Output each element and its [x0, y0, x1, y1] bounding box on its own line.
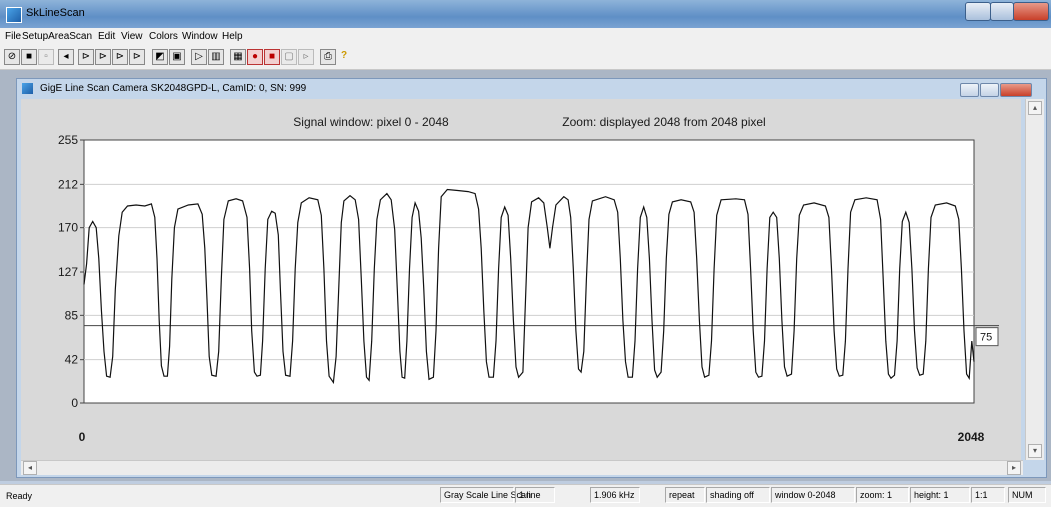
print-icon[interactable]: ⎙ — [320, 49, 336, 65]
child-window-title: GigE Line Scan Camera SK2048GPD-L, CamID… — [40, 83, 307, 94]
help-icon[interactable]: ? — [340, 50, 348, 61]
arrow-right-4-icon[interactable]: ⊳ — [129, 49, 145, 65]
app-icon — [6, 7, 22, 23]
roi-icon[interactable]: ▥ — [208, 49, 224, 65]
grid-lines — [84, 183, 974, 361]
child-restore-button[interactable] — [980, 83, 999, 97]
y-tick-label: 42 — [65, 353, 79, 367]
scroll-right-icon[interactable]: ▸ — [1007, 461, 1021, 475]
camera-window-icon — [22, 83, 33, 94]
x-axis-min-label: 0 — [79, 430, 86, 444]
y-tick-label: 170 — [58, 221, 78, 235]
status-bar: Ready Gray Scale Line Scan 1 line 1.906 … — [0, 484, 1051, 507]
status-line-rate: 1.906 kHz — [590, 487, 640, 503]
next-icon[interactable]: ▹ — [298, 49, 314, 65]
status-window: window 0-2048 — [771, 487, 855, 503]
x-axis-max-label: 2048 — [958, 430, 985, 444]
signal-window-title: Signal window: pixel 0 - 2048 — [293, 115, 449, 129]
arrow-right-3-icon[interactable]: ⊳ — [112, 49, 128, 65]
status-repeat: repeat — [665, 487, 705, 503]
y-axis-ticks: 0 42 85 127 170 212 255 — [58, 133, 84, 410]
plot-frame — [83, 139, 975, 404]
record-icon[interactable]: ● — [247, 49, 263, 65]
y-tick-label: 127 — [58, 265, 78, 279]
title-bar[interactable]: SkLineScan — [0, 0, 1051, 28]
status-mode: Gray Scale Line Scan — [440, 487, 531, 503]
menu-bar: File SetupAreaScan Edit View Colors Wind… — [0, 28, 1051, 45]
maximize-button[interactable] — [990, 2, 1014, 21]
menu-file[interactable]: File — [5, 31, 22, 42]
threshold-box[interactable] — [975, 327, 999, 347]
menu-edit[interactable]: Edit — [98, 31, 116, 42]
vertical-scrollbar[interactable]: ▴ ▾ — [1025, 99, 1044, 460]
child-minimize-button[interactable] — [960, 83, 979, 97]
signal-plot-area: Signal window: pixel 0 - 2048 Zoom: disp… — [21, 99, 1021, 460]
y-tick-label: 0 — [71, 396, 78, 410]
horizontal-scrollbar[interactable]: ◂ ▸ — [21, 460, 1023, 475]
toolbar: ⊘ ■ ▫ ◂ ⊳ ⊳ ⊳ ⊳ ◩ ▣ ▷ ▥ ▦ ● ■ ▢ ▹ ⎙ ? — [0, 45, 1051, 70]
scroll-left-icon[interactable]: ◂ — [23, 461, 37, 475]
menu-colors[interactable]: Colors — [149, 31, 178, 42]
signal-chart: Signal window: pixel 0 - 2048 Zoom: disp… — [58, 115, 999, 444]
status-ready: Ready — [6, 491, 33, 501]
window-title: SkLineScan — [26, 7, 85, 19]
status-shading: shading off — [706, 487, 770, 503]
menu-view[interactable]: View — [121, 31, 143, 42]
zoom-title: Zoom: displayed 2048 from 2048 pixel — [562, 115, 765, 129]
menu-window[interactable]: Window — [182, 31, 218, 42]
child-title-bar[interactable]: GigE Line Scan Camera SK2048GPD-L, CamID… — [18, 80, 1043, 98]
close-button[interactable] — [1013, 2, 1049, 21]
y-tick-label: 255 — [58, 133, 78, 147]
child-close-button[interactable] — [1000, 83, 1032, 97]
status-num: NUM — [1008, 487, 1046, 503]
scroll-up-icon[interactable]: ▴ — [1028, 101, 1042, 115]
menu-setupareascan[interactable]: SetupAreaScan — [22, 31, 93, 42]
scan-icon[interactable]: ◩ — [152, 49, 168, 65]
menu-help[interactable]: Help — [222, 31, 243, 42]
play-icon[interactable]: ▷ — [191, 49, 207, 65]
minimize-button[interactable] — [965, 2, 991, 21]
status-ratio: 1:1 — [971, 487, 1005, 503]
signal-series-line — [83, 188, 975, 385]
y-tick-label: 85 — [65, 308, 79, 322]
open-icon[interactable]: ⊘ — [4, 49, 20, 65]
arrow-right-icon[interactable]: ⊳ — [78, 49, 94, 65]
threshold-value: 75 — [980, 332, 992, 344]
back-icon[interactable]: ◂ — [58, 49, 74, 65]
copy-icon[interactable]: ▫ — [38, 49, 54, 65]
status-zoom: zoom: 1 — [856, 487, 909, 503]
y-tick-label: 212 — [58, 177, 78, 191]
status-lines: 1 line — [515, 487, 555, 503]
save-icon[interactable]: ■ — [21, 49, 37, 65]
grid-icon[interactable]: ▦ — [230, 49, 246, 65]
snap-icon[interactable]: ▣ — [169, 49, 185, 65]
scroll-down-icon[interactable]: ▾ — [1028, 444, 1042, 458]
arrow-right-2-icon[interactable]: ⊳ — [95, 49, 111, 65]
frame-icon[interactable]: ▢ — [281, 49, 297, 65]
stop-icon[interactable]: ■ — [264, 49, 280, 65]
status-height: height: 1 — [910, 487, 970, 503]
